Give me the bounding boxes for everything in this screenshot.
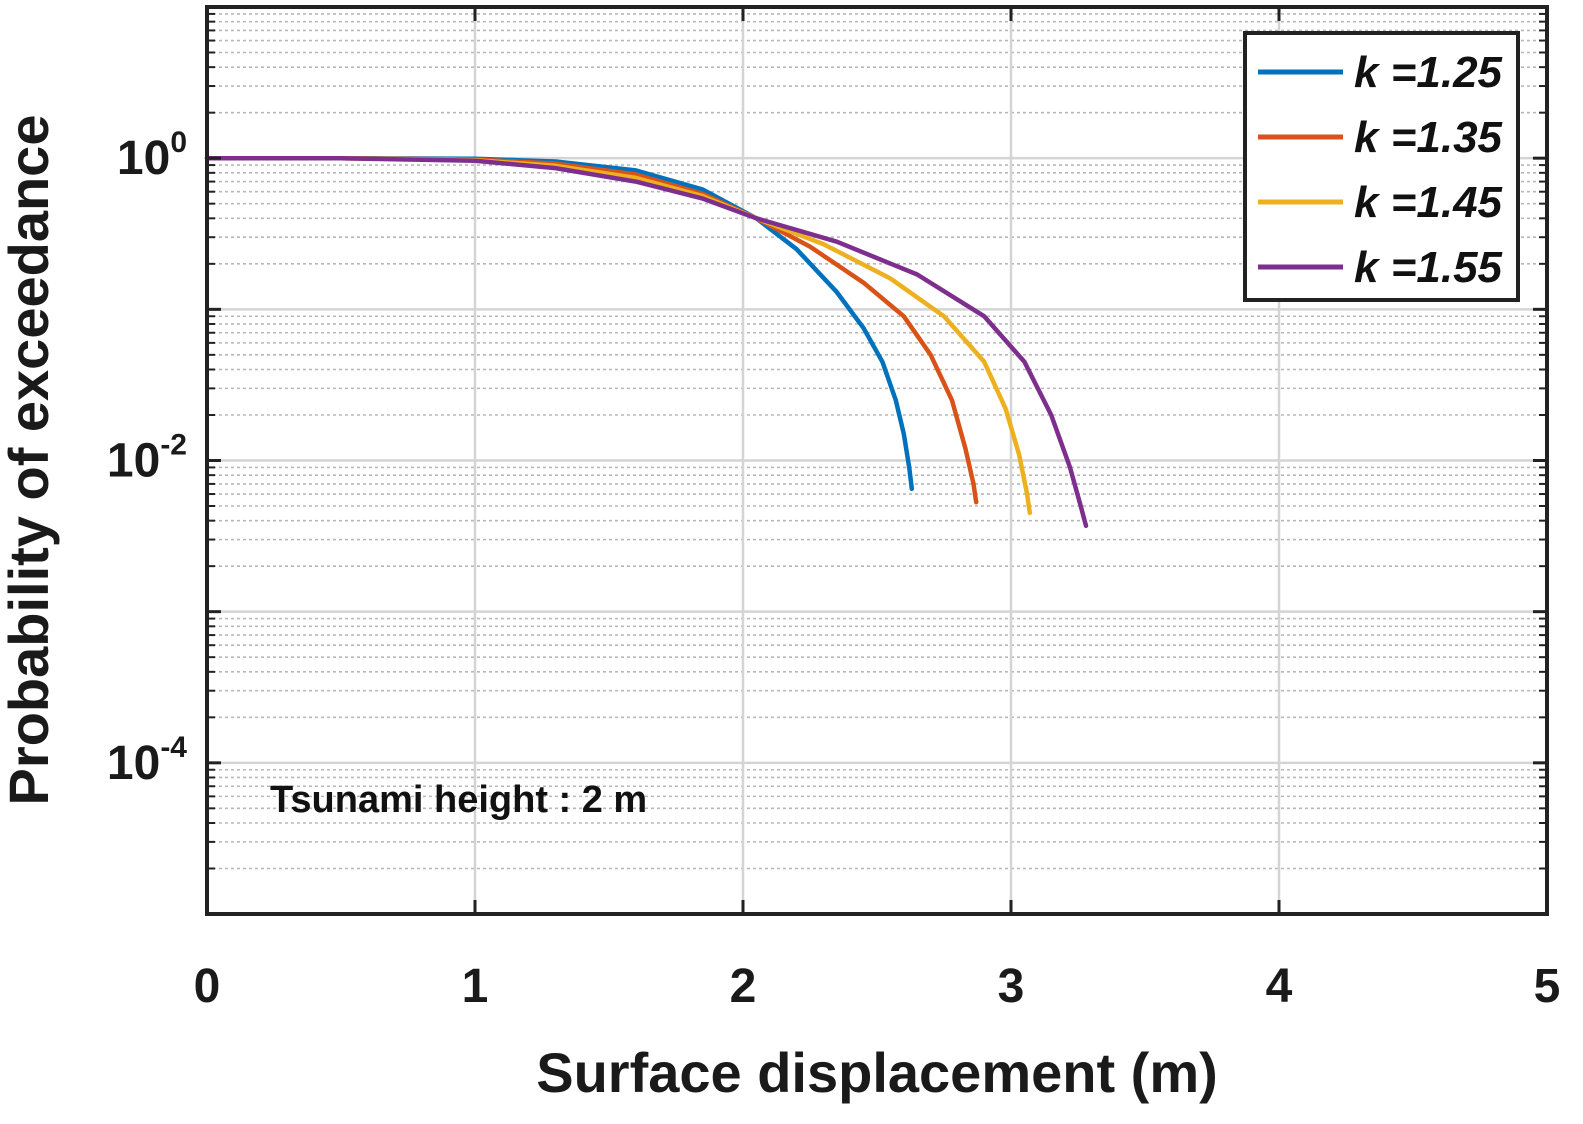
tick-marks — [205, 5, 1549, 916]
x-tick-label: 4 — [1266, 960, 1293, 1013]
legend-label: k =1.45 — [1354, 178, 1503, 227]
legend-label: k =1.55 — [1354, 243, 1503, 292]
series-line-155 — [204, 155, 1089, 529]
x-axis-label: Surface displacement (m) — [536, 1041, 1218, 1104]
y-tick-exponent: -2 — [160, 429, 187, 462]
x-tick-label: 5 — [1534, 960, 1561, 1013]
x-tick-label: 1 — [462, 960, 489, 1013]
y-tick-exponent: -4 — [160, 731, 187, 764]
y-tick-base: 10 — [107, 435, 160, 488]
y-tick-label: 10-2 — [107, 429, 187, 488]
legend: k =1.25 k =1.35 k =1.45 k =1.55 — [1243, 31, 1520, 302]
annotation-tsunami-height: Tsunami height : 2 m — [270, 779, 647, 821]
legend-label: k =1.35 — [1354, 113, 1503, 162]
series-lines — [204, 155, 1089, 529]
x-tick-label: 2 — [730, 960, 757, 1013]
legend-box — [1243, 31, 1520, 302]
y-tick-base: 10 — [107, 737, 160, 790]
x-tick-label: 0 — [194, 960, 221, 1013]
x-tick-label: 3 — [998, 960, 1025, 1013]
y-tick-label: 10-4 — [107, 731, 187, 790]
y-tick-exponent: 0 — [170, 126, 187, 159]
legend-label: k =1.25 — [1354, 48, 1503, 97]
y-axis-label: Probability of exceedance — [0, 115, 60, 806]
y-tick-label: 100 — [117, 126, 187, 185]
x-tick-labels: 0 1 2 3 4 5 — [194, 960, 1561, 1013]
y-tick-base: 10 — [117, 132, 170, 185]
